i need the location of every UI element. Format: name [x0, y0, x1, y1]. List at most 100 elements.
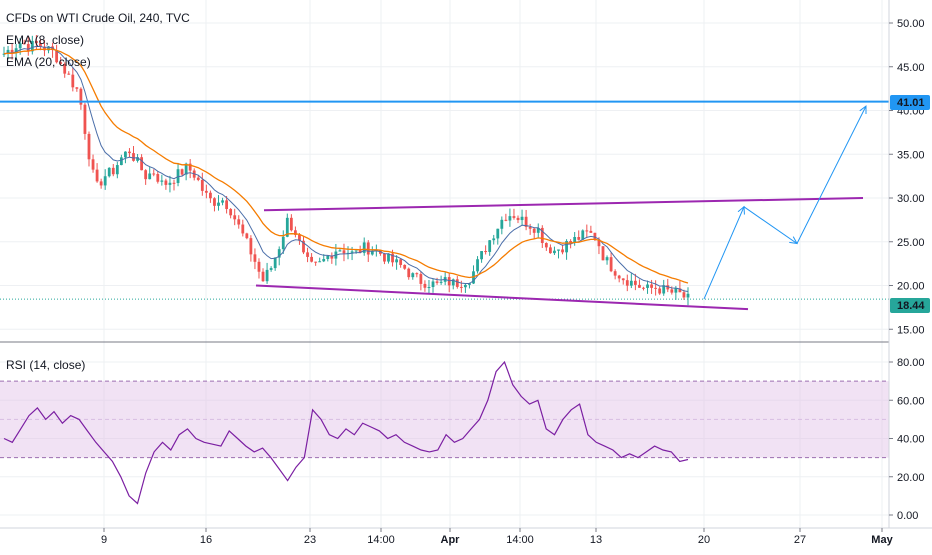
candle-body — [6, 49, 10, 54]
ema-20-line — [3, 48, 689, 284]
time-axis-label: May — [871, 534, 893, 546]
time-axis-label: 13 — [590, 534, 602, 546]
resistance-trendline[interactable] — [263, 197, 864, 212]
legend-ema-8[interactable]: EMA (8, close) — [6, 33, 84, 47]
candle-body — [670, 289, 674, 293]
candle-body — [14, 48, 18, 53]
candle-body — [281, 236, 285, 250]
projection-arrowhead — [737, 205, 745, 215]
candle-body — [577, 237, 581, 240]
candle-body — [302, 240, 305, 253]
candle-body — [617, 275, 621, 279]
candle-body — [447, 277, 451, 286]
candle-body — [451, 279, 455, 286]
candle-body — [459, 286, 463, 288]
candle-body — [569, 241, 573, 243]
candle-body — [196, 177, 200, 180]
candle-body — [354, 250, 358, 252]
candle-body — [633, 280, 637, 285]
projection-path[interactable] — [703, 105, 867, 300]
candle-body — [128, 151, 131, 154]
price-axis-label: 25.00 — [897, 237, 925, 249]
candle-body — [34, 40, 38, 44]
candle-body — [613, 271, 617, 276]
price-level-badge: 41.01 — [890, 95, 930, 110]
rsi-axis-label: 60.00 — [897, 395, 925, 407]
candle-body — [561, 249, 564, 253]
candle-body — [342, 250, 346, 254]
candle-body — [532, 228, 536, 233]
chart-title: CFDs on WTI Crude Oil, 240, TVC — [6, 11, 190, 25]
price-axis-label: 50.00 — [897, 18, 925, 30]
candle-body — [10, 49, 14, 53]
candle-body — [480, 251, 483, 260]
candle-body — [221, 200, 224, 203]
candle-body — [99, 181, 103, 186]
projection-arrowhead — [859, 105, 867, 114]
candle-body — [585, 230, 589, 232]
candle-body — [362, 242, 366, 253]
candle-body — [107, 167, 111, 177]
candle-body — [156, 174, 160, 182]
candle-body — [609, 257, 613, 272]
candle-body — [366, 242, 370, 255]
candle-body — [439, 281, 443, 283]
time-axis-label: 14:00 — [506, 534, 534, 546]
candle-body — [387, 253, 390, 262]
candle-body — [63, 63, 67, 74]
candle-body — [233, 215, 237, 220]
candle-body — [476, 259, 479, 272]
candle-body — [318, 261, 322, 263]
candle-body — [249, 238, 253, 255]
rsi-axis-label: 80.00 — [897, 357, 925, 369]
rsi-line — [3, 360, 689, 505]
candle-body — [666, 285, 670, 290]
candle-body — [544, 243, 548, 248]
price-axis-label: 20.00 — [897, 281, 925, 293]
candle-body — [289, 217, 293, 231]
candle-body — [383, 253, 386, 262]
candle-body — [654, 287, 658, 289]
price-axis-label: 15.00 — [897, 324, 925, 336]
rsi-axis-label: 0.00 — [897, 510, 918, 522]
candle-body — [95, 169, 99, 182]
price-axis-label: 45.00 — [897, 62, 925, 74]
candle-body — [463, 284, 467, 288]
candle-body — [573, 237, 577, 243]
candle-body — [26, 44, 30, 52]
candle-body — [30, 40, 34, 52]
legend-ema-20[interactable]: EMA (20, close) — [6, 55, 91, 69]
candle-body — [431, 281, 435, 288]
candle-body — [540, 227, 544, 244]
candle-body — [144, 170, 148, 180]
candle-body — [419, 274, 423, 284]
candle-body — [172, 182, 176, 184]
candle-body — [601, 246, 605, 261]
candle-body — [391, 253, 394, 263]
candle-body — [188, 163, 192, 171]
candle-body — [213, 198, 216, 206]
candle-body — [160, 180, 164, 182]
candle-body — [310, 256, 313, 262]
candle-body — [504, 219, 508, 221]
candle-body — [229, 209, 233, 216]
price-axis-label: 30.00 — [897, 193, 925, 205]
candle-body — [399, 259, 403, 265]
support-trendline[interactable] — [255, 284, 749, 311]
candle-body — [468, 283, 471, 285]
candle-body — [261, 271, 265, 282]
candle-body — [124, 151, 127, 158]
candle-body — [338, 250, 342, 252]
candle-body — [306, 252, 309, 257]
candle-body — [512, 216, 516, 218]
candle-body — [678, 288, 682, 293]
candle-body — [245, 233, 249, 239]
time-axis-label: 14:00 — [367, 534, 395, 546]
candle-body — [326, 255, 330, 260]
candle-body — [253, 254, 257, 262]
candle-body — [237, 219, 241, 225]
candle-body — [662, 285, 666, 294]
candle-body — [136, 157, 139, 161]
legend-rsi[interactable]: RSI (14, close) — [6, 358, 85, 372]
